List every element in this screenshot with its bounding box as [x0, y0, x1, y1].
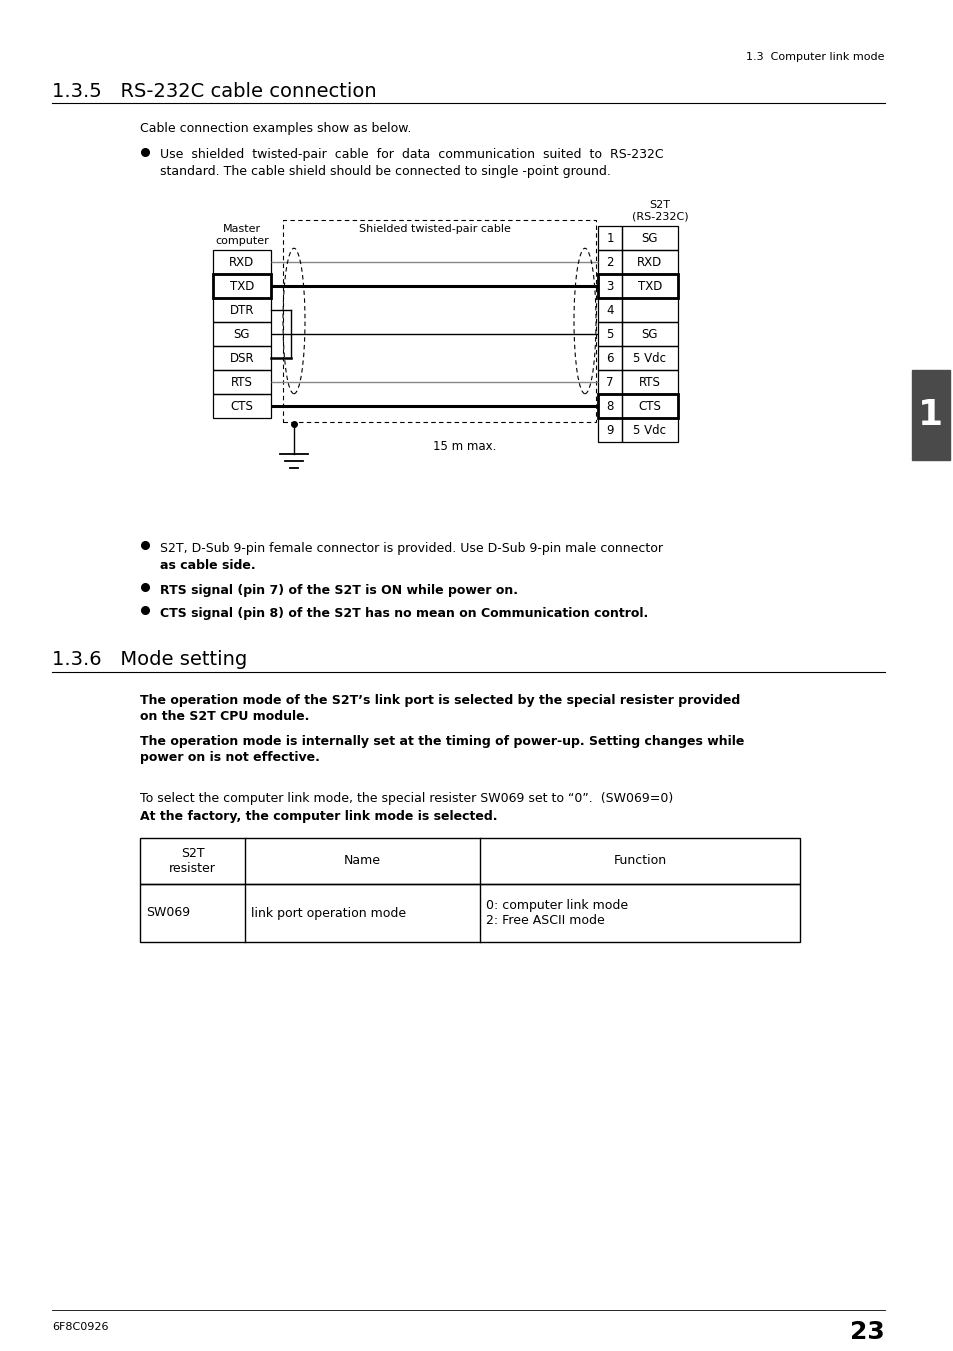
Text: Shielded twisted-pair cable: Shielded twisted-pair cable: [358, 224, 510, 234]
Text: At the factory, the computer link mode is selected.: At the factory, the computer link mode i…: [140, 811, 497, 823]
Text: 0: computer link mode
2: Free ASCII mode: 0: computer link mode 2: Free ASCII mode: [485, 898, 627, 927]
Bar: [598, 394, 621, 417]
Text: Master
computer: Master computer: [214, 224, 269, 246]
Text: TXD: TXD: [638, 280, 661, 293]
Bar: [598, 322, 621, 346]
Bar: [140, 838, 800, 884]
Text: 9: 9: [605, 423, 613, 436]
Bar: [598, 417, 621, 442]
Bar: [911, 370, 949, 459]
Bar: [598, 394, 678, 417]
Text: The operation mode is internally set at the timing of power-up. Setting changes : The operation mode is internally set at …: [140, 735, 743, 748]
Text: 1.3  Computer link mode: 1.3 Computer link mode: [745, 51, 884, 62]
Text: 3: 3: [606, 280, 613, 293]
Text: 5 Vdc: 5 Vdc: [633, 423, 666, 436]
Text: RXD: RXD: [637, 255, 662, 269]
Text: 1: 1: [605, 231, 613, 245]
Text: SG: SG: [641, 327, 658, 340]
Text: link port operation mode: link port operation mode: [251, 907, 406, 920]
Bar: [598, 226, 621, 250]
Bar: [621, 346, 678, 370]
Text: Use  shielded  twisted-pair  cable  for  data  communication  suited  to  RS-232: Use shielded twisted-pair cable for data…: [160, 149, 663, 161]
Bar: [598, 370, 621, 394]
Text: 23: 23: [849, 1320, 884, 1344]
Bar: [598, 346, 621, 370]
Text: power on is not effective.: power on is not effective.: [140, 751, 319, 765]
Bar: [621, 274, 678, 299]
Bar: [213, 274, 271, 299]
Text: 2: 2: [605, 255, 613, 269]
Text: CTS: CTS: [638, 400, 660, 412]
Bar: [598, 250, 621, 274]
Text: on the S2T CPU module.: on the S2T CPU module.: [140, 711, 309, 723]
Text: SG: SG: [233, 327, 250, 340]
Bar: [621, 226, 678, 250]
Text: 4: 4: [605, 304, 613, 316]
Bar: [213, 250, 271, 274]
Bar: [621, 394, 678, 417]
Bar: [213, 299, 271, 322]
Text: RXD: RXD: [229, 255, 254, 269]
Text: 7: 7: [605, 376, 613, 389]
Text: 6F8C0926: 6F8C0926: [52, 1323, 109, 1332]
Text: Name: Name: [344, 854, 380, 867]
Text: To select the computer link mode, the special resister SW069 set to “0”.  (SW069: To select the computer link mode, the sp…: [140, 792, 673, 805]
Bar: [140, 884, 800, 942]
Text: DTR: DTR: [230, 304, 254, 316]
Text: 1: 1: [918, 399, 943, 432]
Bar: [213, 322, 271, 346]
Text: RTS signal (pin 7) of the S2T is ON while power on.: RTS signal (pin 7) of the S2T is ON whil…: [160, 584, 517, 597]
Bar: [621, 250, 678, 274]
Text: DSR: DSR: [230, 351, 254, 365]
Bar: [598, 299, 621, 322]
Text: 1.3.6   Mode setting: 1.3.6 Mode setting: [52, 650, 247, 669]
Text: S2T
resister: S2T resister: [169, 847, 215, 875]
Text: RTS: RTS: [639, 376, 660, 389]
Text: as cable side.: as cable side.: [160, 559, 255, 571]
Bar: [213, 274, 271, 299]
Text: TXD: TXD: [230, 280, 253, 293]
Bar: [598, 274, 621, 299]
Text: 5 Vdc: 5 Vdc: [633, 351, 666, 365]
Bar: [621, 370, 678, 394]
Bar: [598, 274, 678, 299]
Text: 8: 8: [606, 400, 613, 412]
Text: 1.3.5   RS-232C cable connection: 1.3.5 RS-232C cable connection: [52, 82, 376, 101]
Text: SG: SG: [641, 231, 658, 245]
Bar: [621, 417, 678, 442]
Bar: [213, 370, 271, 394]
Text: S2T
(RS-232C): S2T (RS-232C): [631, 200, 688, 222]
Text: 6: 6: [605, 351, 613, 365]
Text: Function: Function: [613, 854, 666, 867]
Text: S2T, D-Sub 9-pin female connector is provided. Use D-Sub 9-pin male connector: S2T, D-Sub 9-pin female connector is pro…: [160, 542, 662, 555]
Bar: [621, 299, 678, 322]
Text: Cable connection examples show as below.: Cable connection examples show as below.: [140, 122, 411, 135]
Text: CTS signal (pin 8) of the S2T has no mean on Communication control.: CTS signal (pin 8) of the S2T has no mea…: [160, 607, 648, 620]
Text: RTS: RTS: [231, 376, 253, 389]
Text: SW069: SW069: [146, 907, 190, 920]
Text: standard. The cable shield should be connected to single -point ground.: standard. The cable shield should be con…: [160, 165, 610, 178]
Bar: [213, 346, 271, 370]
Text: CTS: CTS: [231, 400, 253, 412]
Bar: [213, 394, 271, 417]
Text: The operation mode of the S2T’s link port is selected by the special resister pr: The operation mode of the S2T’s link por…: [140, 694, 740, 707]
Bar: [621, 322, 678, 346]
Bar: [283, 220, 596, 422]
Text: 15 m max.: 15 m max.: [433, 440, 496, 453]
Text: 5: 5: [606, 327, 613, 340]
